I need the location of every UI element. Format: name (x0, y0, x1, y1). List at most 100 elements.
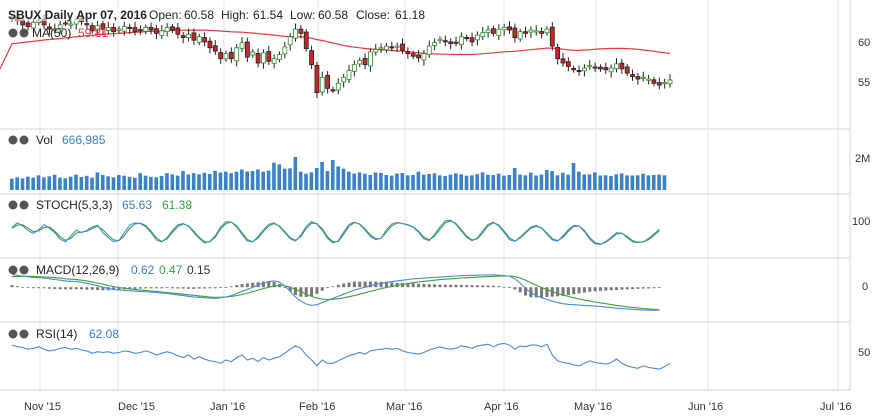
macd-panel: MACD(12,26,9) 0.62 0.47 0.15 0 (8, 263, 868, 311)
candle-body (154, 28, 159, 34)
macd-hist-bar (229, 286, 233, 288)
macd-hist-bar (443, 284, 447, 288)
macd-hist-bar (267, 281, 271, 288)
header-backdrop (6, 8, 436, 21)
macd-hist-bar (261, 281, 265, 288)
gear-icon[interactable] (19, 28, 29, 38)
volume-bar (448, 174, 453, 190)
close-icon[interactable] (8, 265, 18, 275)
macd-hist-bar (197, 287, 201, 289)
volume-label: Vol (36, 133, 53, 147)
volume-bar (518, 174, 522, 190)
volume-bar (223, 171, 228, 190)
volume-bar (106, 176, 110, 190)
candle-body (544, 28, 550, 34)
macd-hist-bar (272, 282, 276, 288)
gear-icon[interactable] (19, 200, 29, 210)
candle-body (191, 32, 197, 41)
macd-lines (11, 274, 660, 311)
volume-bar (651, 175, 656, 190)
volume-bar (443, 176, 447, 190)
candle-body (421, 53, 427, 61)
volume-bar (405, 175, 410, 190)
volume-bar (202, 172, 207, 190)
candle-body (202, 37, 207, 43)
candle-body (416, 54, 421, 59)
volume-bar (523, 175, 528, 190)
volume-bar (411, 175, 415, 190)
candle-body (346, 70, 352, 80)
macd-hist-bar (518, 287, 522, 293)
rsi-panel: RSI(14) 62.08 50 (8, 327, 870, 370)
candle-body (250, 51, 256, 56)
volume-bar (122, 175, 126, 190)
gear-icon[interactable] (19, 135, 29, 145)
close-icon[interactable] (8, 200, 18, 210)
volume-bar (416, 171, 421, 190)
candle-body (186, 33, 191, 39)
macd-hist-bar (566, 287, 570, 296)
volume-bar (566, 174, 570, 190)
open-label: Open: (149, 8, 182, 22)
volume-bar (52, 174, 57, 190)
volume-bar (389, 175, 394, 190)
macd-hist-bar (475, 285, 479, 288)
macd-hist-bar (422, 283, 426, 288)
close-icon[interactable] (8, 28, 18, 38)
volume-bar (330, 160, 335, 190)
candle-body (533, 30, 539, 33)
volume-bar (304, 173, 308, 190)
volume-bar (197, 174, 201, 190)
volume-bar (437, 175, 442, 190)
macd-hist-bar (545, 287, 549, 297)
macd-hist-bar (251, 282, 255, 288)
volume-bar (47, 176, 52, 190)
macd-hist-bar (379, 281, 383, 288)
candle-body (373, 49, 379, 53)
volume-bar (582, 174, 587, 190)
gear-icon[interactable] (19, 329, 29, 339)
gear-icon[interactable] (19, 265, 29, 275)
candle-body (517, 31, 523, 40)
volume-bar (234, 171, 239, 190)
close-icon[interactable] (8, 329, 18, 339)
macd-hist-bar (465, 284, 469, 288)
candle-body (410, 53, 416, 57)
macd-hist-bar (433, 284, 437, 288)
volume-bar (571, 163, 576, 190)
volume-bar (143, 175, 148, 190)
volume-bar (68, 176, 73, 190)
volume-bar (598, 175, 603, 190)
candle-body (656, 82, 662, 86)
macd-hist-bar (358, 281, 362, 288)
close-icon[interactable] (8, 135, 18, 145)
volume-bar (95, 172, 100, 190)
candle-body (180, 35, 186, 39)
candle-body (234, 47, 240, 62)
macd-hist-bar (524, 287, 528, 296)
candle-body (464, 37, 470, 40)
volume-bar (309, 172, 314, 190)
volume-bar (293, 157, 298, 190)
macd-hist-bar (47, 287, 51, 289)
volume-bar (272, 162, 276, 190)
candle-body (319, 76, 325, 93)
macd-hist-bar (593, 287, 597, 292)
volume-bar (266, 170, 271, 190)
macd-line (11, 274, 660, 311)
open-value: 60.58 (184, 8, 214, 22)
x-tick-nov-15: Nov '15 (24, 401, 61, 413)
volume-bar (261, 171, 266, 190)
x-tick-dec-15: Dec '15 (118, 401, 155, 413)
volume-bar (159, 176, 164, 190)
macd-hist-bar (26, 287, 30, 288)
candle-body (63, 22, 68, 25)
candle-body (598, 66, 603, 70)
volume-bar (470, 175, 474, 190)
candle-body (212, 45, 218, 52)
x-tick-jan-16: Jan '16 (210, 401, 245, 413)
volume-bar (175, 175, 180, 190)
macd-signal-value: 0.47 (159, 263, 183, 277)
macd-value: 0.62 (131, 263, 155, 277)
